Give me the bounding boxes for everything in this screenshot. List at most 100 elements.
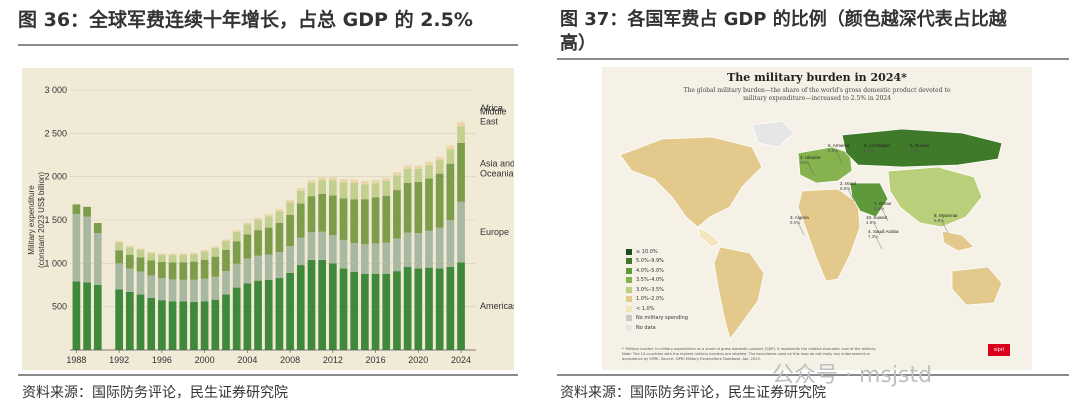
y-tick-label: 500 <box>52 302 67 312</box>
bar-segment <box>179 254 188 263</box>
bar-segment <box>190 254 198 262</box>
bar-segment <box>286 246 294 273</box>
y-tick-label: 1 500 <box>44 215 67 225</box>
map-footnote: * 'Military burden' is military expendit… <box>622 347 876 361</box>
legend-label: 3.5%–4.0% <box>636 277 664 284</box>
bar-segment <box>275 209 284 212</box>
bar-segment <box>158 300 166 350</box>
map-subtitle: The global military burden—the share of … <box>657 87 977 103</box>
bar-segment <box>328 195 337 236</box>
south-america-land <box>713 246 765 340</box>
bar-segment <box>275 278 284 350</box>
bar-segment <box>72 204 81 214</box>
legend-swatch <box>626 286 632 293</box>
bar-segment <box>200 278 209 302</box>
bar-segment <box>425 178 433 231</box>
series-label: Asia and <box>480 158 514 168</box>
bar-segment <box>382 177 391 181</box>
map-title: The military burden in 2024* <box>727 71 907 84</box>
bar-segment <box>136 271 145 295</box>
series-label: Middle <box>480 107 507 117</box>
bar-segment <box>115 241 123 243</box>
legend-swatch <box>626 315 632 322</box>
bar-segment <box>307 182 316 197</box>
bar-segment <box>350 199 359 244</box>
bar-segment <box>125 268 134 292</box>
bar-segment <box>296 237 305 266</box>
central-america-land <box>697 226 721 248</box>
bar-segment <box>211 247 220 257</box>
bar-segment <box>457 201 465 263</box>
bar-segment <box>275 211 284 224</box>
legend-swatch <box>626 296 632 303</box>
legend-label: 4.0%–5.0% <box>636 267 664 274</box>
north-america-land <box>619 136 763 228</box>
bar-segment <box>382 273 391 350</box>
bar-segment <box>286 202 294 215</box>
legend-item: 4.0%–5.0% <box>626 266 688 276</box>
world-map-figure: The military burden in 2024* The global … <box>602 67 1032 370</box>
bar-segment <box>393 238 401 272</box>
bar-segment <box>179 279 188 302</box>
bar-segment <box>158 253 166 255</box>
legend-swatch <box>626 248 632 255</box>
bar-segment <box>296 188 305 191</box>
map-country-value: 4.8% <box>866 220 876 225</box>
bar-segment <box>307 196 316 233</box>
bar-segment <box>446 149 455 164</box>
bar-segment <box>222 239 230 242</box>
map-legend: ≥ 10.0% 5.0%–9.9% 4.0%–5.0% 3.5%–4.0% 3.0%–3… <box>626 247 688 333</box>
bar-segment <box>168 279 177 302</box>
map-subtitle-line1: The global military burden—the share of … <box>683 87 951 94</box>
bar-segment <box>403 168 412 183</box>
map-country-value: 34% <box>800 160 809 165</box>
bar-segment <box>264 214 273 217</box>
y-tick-label: 2 000 <box>44 172 67 182</box>
bar-segment <box>350 182 359 200</box>
bar-segment <box>232 230 241 232</box>
x-tick-label: 2000 <box>195 355 215 365</box>
bar-segment <box>222 271 230 295</box>
x-tick-label: 1988 <box>66 355 86 365</box>
bar-segment <box>350 243 359 272</box>
x-tick-label: 1992 <box>109 355 129 365</box>
bar-segment <box>457 122 465 127</box>
bar-segment <box>318 259 326 350</box>
bar-segment <box>446 220 455 267</box>
legend-item: < 1.0% <box>626 304 688 314</box>
bar-segment <box>158 262 166 279</box>
bar-segment <box>414 233 423 269</box>
bar-segment <box>457 126 465 143</box>
figure-36-source: 资料来源：国际防务评论，民生证券研究院 <box>22 385 288 401</box>
bar-segment <box>200 259 209 279</box>
legend-swatch <box>626 277 632 284</box>
map-country-value: 5.6% <box>874 206 884 211</box>
bar-segment <box>435 156 444 161</box>
x-tick-label: 2020 <box>408 355 428 365</box>
map-country-value: 5.5% <box>828 148 838 153</box>
chart-area: 500 1 000 1 500 2 000 2 500 3 000 Military exp… <box>22 68 518 370</box>
bar-segment <box>446 266 455 350</box>
bar-segment <box>296 190 305 204</box>
bar-segment <box>115 250 123 264</box>
bar-segment <box>93 285 102 350</box>
bar-segment <box>371 273 380 350</box>
bar-segment <box>211 256 220 277</box>
bar-segment <box>361 244 369 274</box>
bar-segment <box>275 252 284 279</box>
bar-segment <box>350 272 359 350</box>
bar-segment <box>318 194 326 232</box>
greenland-land <box>751 120 795 148</box>
wechat-watermark: 公众号 · msjstd <box>772 363 933 388</box>
bar-segment <box>136 248 145 250</box>
bar-segment <box>136 249 145 258</box>
series-label: East <box>480 117 499 127</box>
legend-item: No data <box>626 323 688 333</box>
bar-segment <box>264 216 273 228</box>
map-callout-line <box>917 150 925 164</box>
bar-segment <box>371 243 380 274</box>
bar-segment <box>254 230 262 256</box>
map-country-label: 9. Azerbaijan <box>864 143 891 148</box>
x-tick-label: 2024 <box>451 355 471 365</box>
bar-segment <box>264 279 273 350</box>
